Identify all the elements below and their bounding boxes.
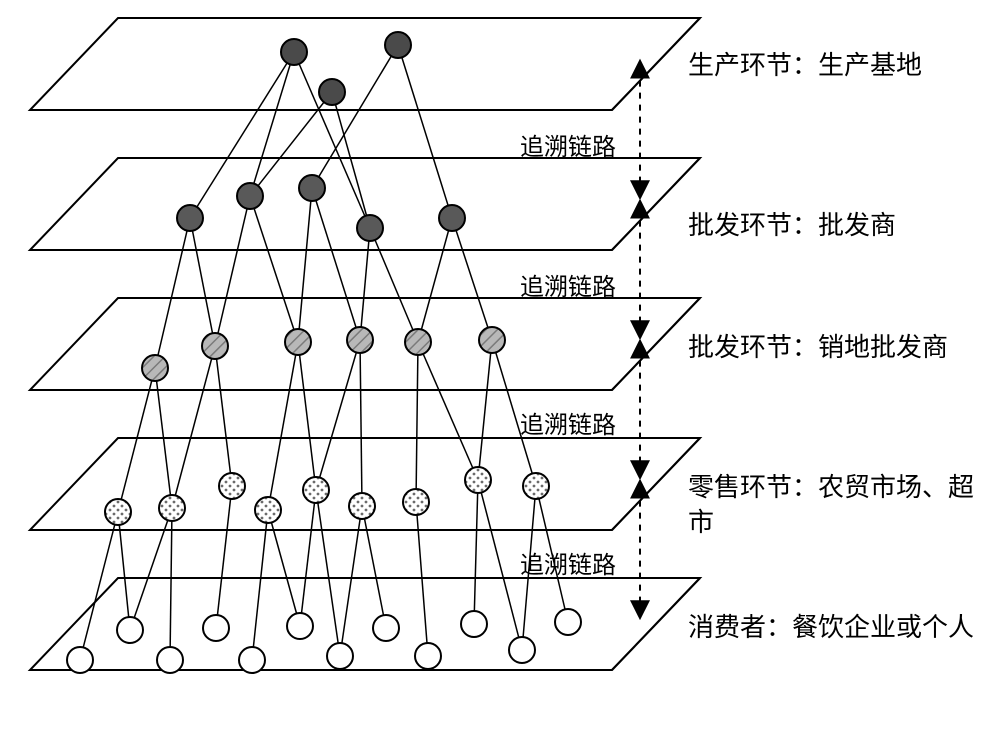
node-layer5: [555, 609, 581, 635]
node-layer5: [327, 643, 353, 669]
node-layer1: [281, 39, 307, 65]
diagram-stage: 生产环节：生产基地追溯链路批发环节：批发商追溯链路批发环节：销地批发商追溯链路零…: [0, 0, 1000, 733]
node-layer3: [405, 329, 431, 355]
node-layer2: [357, 215, 383, 241]
node-layer5: [373, 615, 399, 641]
node-layer4: [523, 473, 549, 499]
node-layer3: [347, 327, 373, 353]
node-layer2: [177, 205, 203, 231]
node-layer3: [479, 327, 505, 353]
node-layer5: [461, 611, 487, 637]
node-layer4: [403, 489, 429, 515]
node-layer5: [203, 615, 229, 641]
trace-link-label-2: 追溯链路: [520, 272, 616, 304]
node-layer1: [385, 32, 411, 58]
node-layer5: [415, 643, 441, 669]
layer-plane-1: [30, 18, 700, 110]
node-layer4: [465, 467, 491, 493]
node-layer2: [237, 183, 263, 209]
trace-link-label-3: 追溯链路: [520, 410, 616, 442]
node-layer2: [299, 175, 325, 201]
layer-label-5: 消费者：餐饮企业或个人: [688, 610, 978, 645]
node-layer5: [157, 647, 183, 673]
node-layer4: [303, 477, 329, 503]
layer-label-2: 批发环节：批发商: [688, 208, 978, 243]
node-layer4: [159, 495, 185, 521]
node-layer4: [105, 499, 131, 525]
layer-label-3: 批发环节：销地批发商: [688, 330, 978, 365]
node-layer4: [349, 493, 375, 519]
node-layer4: [255, 497, 281, 523]
node-layer3: [285, 329, 311, 355]
node-layer1: [319, 79, 345, 105]
node-layer3: [202, 333, 228, 359]
node-layer5: [509, 637, 535, 663]
node-layer4: [219, 473, 245, 499]
node-layer5: [287, 613, 313, 639]
node-layer2: [439, 205, 465, 231]
trace-link-label-4: 追溯链路: [520, 550, 616, 582]
node-layer3: [142, 355, 168, 381]
node-layer5: [239, 647, 265, 673]
layer-label-4: 零售环节：农贸市场、超市: [688, 470, 978, 540]
node-layer5: [117, 617, 143, 643]
node-layer5: [67, 647, 93, 673]
trace-link-label-1: 追溯链路: [520, 132, 616, 164]
layer-label-1: 生产环节：生产基地: [688, 48, 978, 83]
